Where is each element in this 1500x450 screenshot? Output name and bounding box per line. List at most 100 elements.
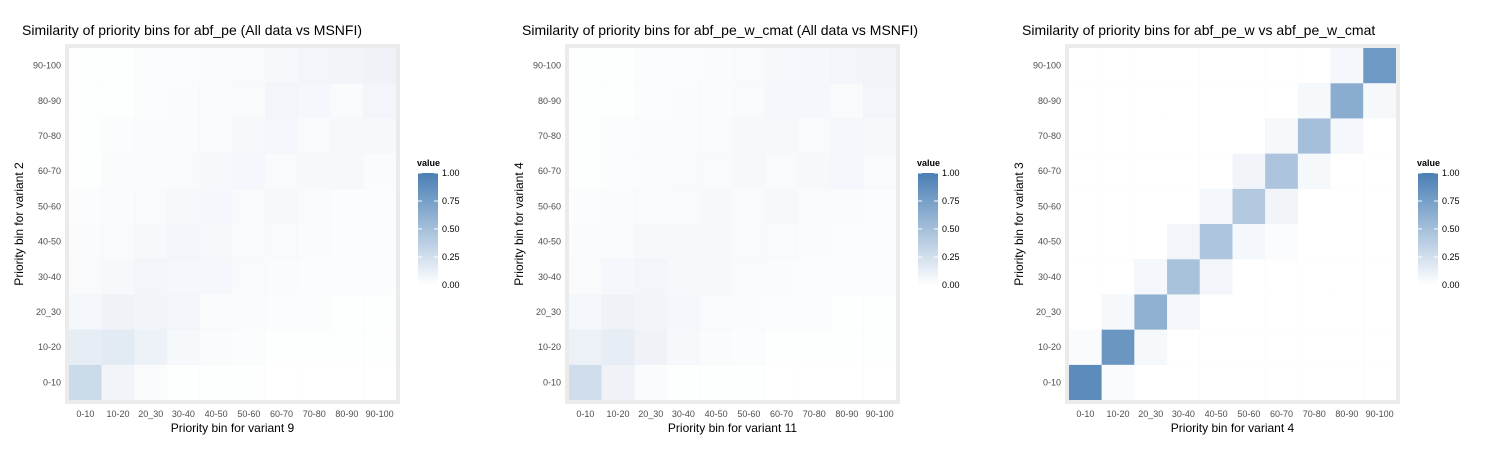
heatmap-cell [797,83,831,119]
heatmap-cell [797,224,831,260]
heatmap-cell [1265,153,1298,189]
heatmap-cell [667,188,700,224]
heatmap-cell [732,118,766,154]
heatmap-cell [69,48,102,84]
heatmap-cell [1265,329,1298,365]
heatmap-cell [297,153,331,189]
heatmap-cell [1167,118,1200,154]
heatmap-cell [569,259,602,295]
x-tick-label: 80-90 [335,409,358,419]
x-tick-label: 80-90 [1335,409,1358,419]
colorbar [1418,173,1438,285]
heatmap-cell [199,83,233,119]
heatmap-cell [232,364,266,400]
heatmap-cell [69,294,102,330]
heatmap-cell [1167,294,1200,330]
heatmap-cell [330,364,364,400]
heatmap-cell [1069,48,1102,84]
y-tick-label: 90-100 [533,61,561,71]
heatmap-panel-2: Similarity of priority bins for abf_pe_w… [512,22,960,435]
x-tick-label: 40-50 [705,409,728,419]
heatmap-cell [69,83,102,119]
heatmap-cell [667,83,700,119]
heatmap-cell [232,48,266,84]
heatmap-cell [1199,48,1233,84]
heatmap-cell [699,83,733,119]
heatmap-cell [797,364,831,400]
heatmap-cell [699,364,733,400]
heatmap-cell [1199,329,1233,365]
heatmap-cell [830,118,864,154]
heatmap-cell [363,294,396,330]
heatmap-cell [830,294,864,330]
heatmap-cell [199,188,233,224]
legend-tick-label: 1.00 [1442,168,1460,178]
x-tick-label: 50-60 [237,409,260,419]
heatmap-cell [765,329,798,365]
y-tick-label: 80-90 [38,96,61,106]
heatmap-cell [699,224,733,260]
legend-tick-label: 0.00 [942,280,960,290]
heatmap-cell [134,329,168,365]
heatmap-cell [167,259,200,295]
y-tick-label: 30-40 [38,272,61,282]
heatmap-cell [69,188,102,224]
heatmap-cell [1069,153,1102,189]
legend-tick-label: 0.75 [442,196,460,206]
heatmap-cell [1069,294,1102,330]
y-tick-label: 10-20 [1038,342,1061,352]
x-tick-label: 50-60 [737,409,760,419]
heatmap-cell [863,83,896,119]
legend-tick-label: 0.25 [1442,252,1460,262]
x-tick-label: 60-70 [770,409,793,419]
heatmap-cell [1167,329,1200,365]
x-axis-label: Priority bin for variant 4 [1171,421,1295,435]
y-tick-label: 10-20 [538,342,561,352]
heatmap-cell [363,364,396,400]
legend-tick-label: 0.50 [442,224,460,234]
heatmap-cell [232,153,266,189]
x-tick-label: 30-40 [1172,409,1195,419]
heatmap-cell [265,259,298,295]
heatmap-cell [1265,224,1298,260]
heatmap-cell [1297,188,1331,224]
heatmap-cell [101,259,135,295]
heatmap-cell [699,329,733,365]
x-axis-label: Priority bin for variant 9 [171,421,295,435]
x-tick-label: 0-10 [576,409,594,419]
heatmap-cell [1265,188,1298,224]
heatmap-cell [1101,364,1135,400]
heatmap-cell [601,294,635,330]
colorbar-legend: value 0.00 0.25 0.50 0.75 1.00 [1417,158,1460,290]
heatmap-cell [797,48,831,84]
heatmap-cell [667,294,700,330]
heatmap-cell [634,48,668,84]
x-tick-label: 10-20 [1107,409,1130,419]
heatmap-cell [1199,294,1233,330]
x-tick-label: 20_30 [1138,409,1163,419]
heatmap-cell [1167,188,1200,224]
heatmap-cell [330,153,364,189]
heatmap-cell [297,188,331,224]
y-tick-label: 70-80 [1038,131,1061,141]
chart-title: Similarity of priority bins for abf_pe_w… [1022,22,1375,38]
heatmap-cell [1330,48,1364,84]
heatmap-cell [1101,259,1135,295]
legend-tick-label: 0.25 [942,252,960,262]
legend-title: value [917,158,940,168]
heatmap-cell [1199,224,1233,260]
heatmap-cell [101,188,135,224]
heatmap-cell [1167,48,1200,84]
heatmap-cell [732,224,766,260]
y-axis-label: Priority bin for variant 3 [1012,162,1026,286]
heatmap-cell [765,153,798,189]
heatmap-cell [765,83,798,119]
heatmap-cell [569,48,602,84]
legend-tick-label: 0.50 [1442,224,1460,234]
heatmap-cell [830,48,864,84]
heatmap-cell [1232,83,1266,119]
heatmap-cell [765,364,798,400]
x-tick-label: 60-70 [1270,409,1293,419]
heatmap-cell [634,294,668,330]
